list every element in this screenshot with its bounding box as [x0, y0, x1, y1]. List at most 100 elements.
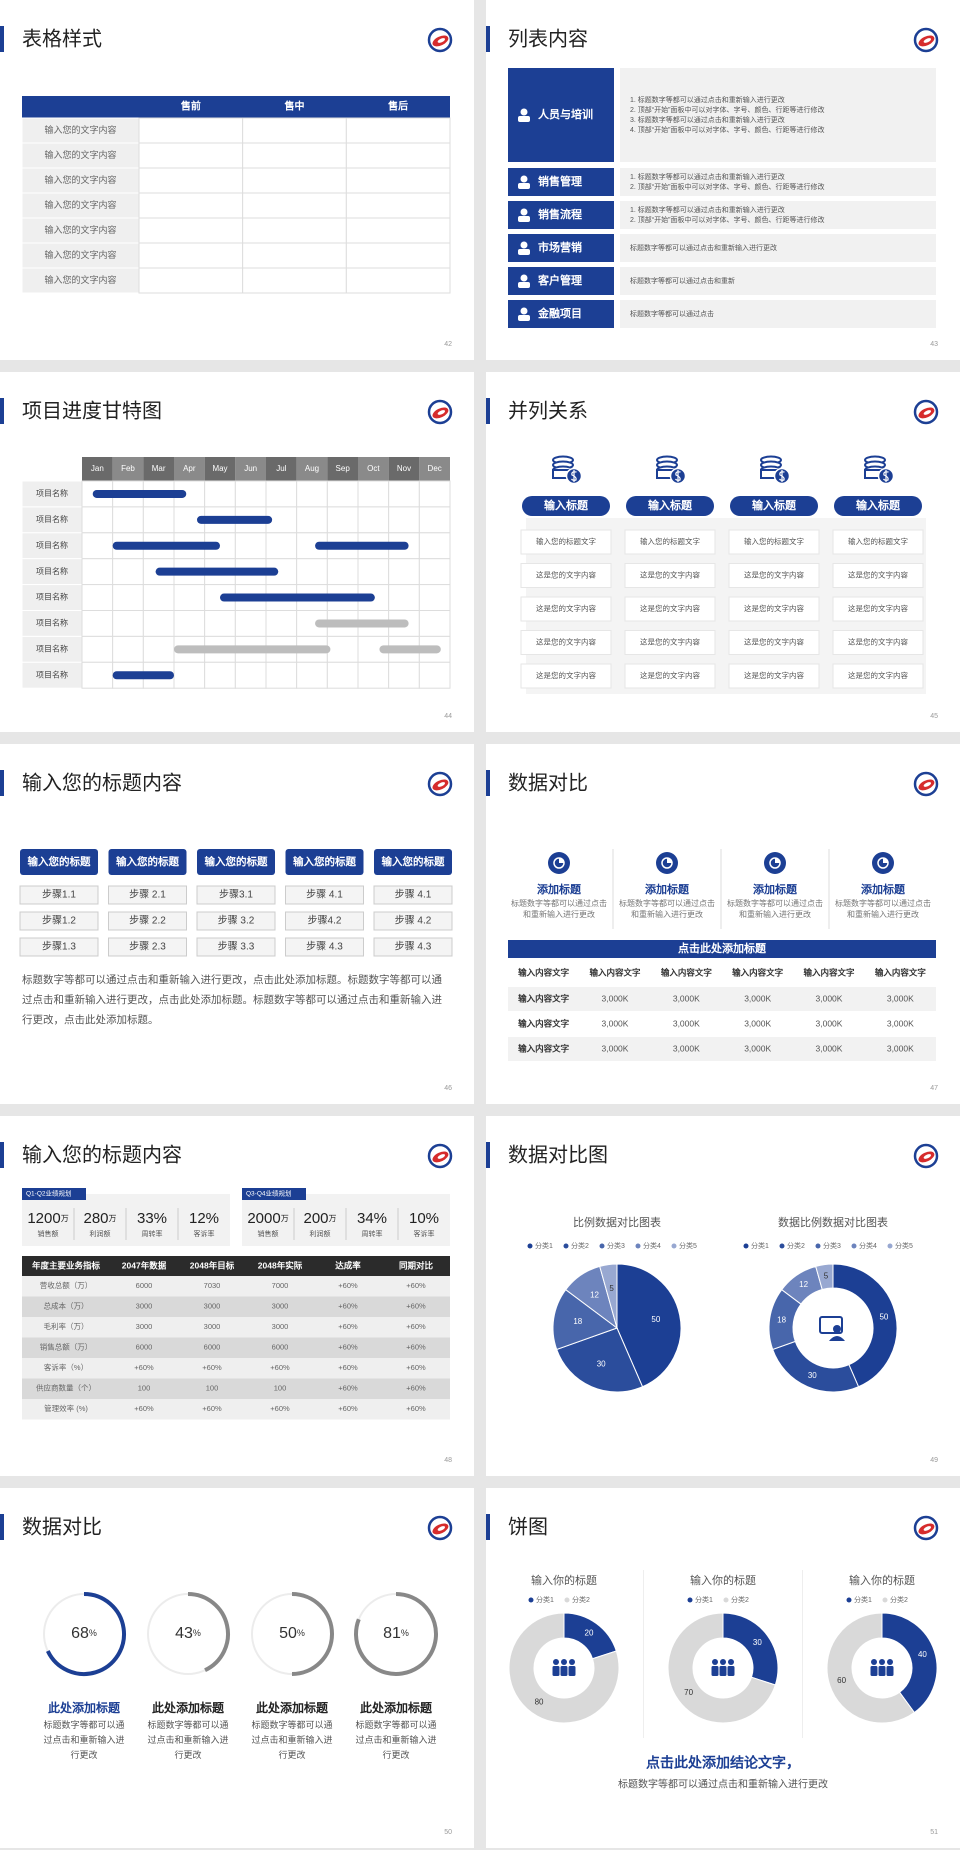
item-line: 4. 顶部“开始”面板中可以对字体、字号、颜色、行距等进行修改	[630, 125, 824, 134]
icon	[667, 858, 672, 863]
pie-slice	[599, 1263, 618, 1329]
grid-cell	[326, 635, 359, 663]
table-cell	[345, 217, 451, 244]
kpi-value: 12%	[189, 1210, 219, 1227]
table-cell: 总成本（万）	[44, 1301, 89, 1311]
kpi-unit: 万	[61, 1214, 69, 1223]
page-number: 44	[444, 713, 452, 720]
item-box	[624, 630, 716, 655]
table-cell: +60%	[338, 1281, 358, 1290]
legend-marker	[851, 1243, 857, 1249]
pie-slice	[556, 1327, 644, 1393]
kpi-number: 1200	[27, 1210, 60, 1227]
icon	[520, 241, 528, 249]
item-text-bg	[620, 267, 936, 295]
grid-cell	[173, 506, 206, 534]
column-header: 输入您的标题	[28, 855, 91, 868]
item-text-bg	[620, 168, 936, 196]
row-label: 输入您的文字内容	[44, 199, 116, 210]
slide-title: 项目进度甘特图	[22, 399, 162, 422]
kpi-value: 33%	[137, 1210, 167, 1227]
gantt-bar	[315, 541, 409, 550]
grid-cell	[388, 558, 420, 586]
icon	[871, 1659, 877, 1665]
icon	[727, 1666, 735, 1676]
item-box	[728, 630, 820, 655]
legend-label: 分类5	[895, 1241, 913, 1250]
grid-cell	[265, 480, 298, 508]
table-cell: +60%	[406, 1302, 426, 1311]
month-header	[296, 457, 328, 481]
row-label: 输入您的文字内容	[44, 174, 116, 185]
icon	[569, 1659, 575, 1665]
group-tag	[22, 1188, 86, 1200]
legend-marker	[671, 1243, 677, 1249]
month-label: Feb	[121, 464, 135, 473]
table-cell: 3,000K	[673, 993, 700, 1003]
gauge-value: 43	[175, 1625, 193, 1642]
table-cell: 3,000K	[887, 1043, 914, 1053]
legend-label: 分类1	[695, 1595, 713, 1604]
row-label-cell	[21, 242, 140, 269]
kpi-unit: 万	[281, 1214, 289, 1223]
column-header: 输入您的标题	[205, 855, 268, 868]
grid-cell	[357, 558, 390, 586]
title-bar	[486, 1514, 490, 1540]
title-bar	[486, 770, 490, 796]
kpi-unit: 万	[109, 1214, 117, 1223]
group-label: Q3-Q4业绩规划	[246, 1189, 292, 1198]
grid-cell	[142, 635, 175, 663]
gauge-unit: %	[297, 1628, 305, 1638]
grid-cell	[418, 558, 451, 586]
step-box	[19, 911, 99, 931]
legend-label: 分类2	[731, 1595, 749, 1604]
pie-slice	[616, 1263, 682, 1388]
grid-cell	[112, 584, 144, 612]
legend-label: 分类3	[607, 1241, 625, 1250]
grid-cell	[112, 610, 144, 637]
item-line: 2. 顶部“开始”面板中可以对字体、字号、颜色、行距等进行修改	[630, 105, 824, 114]
data-label: 50	[651, 1315, 660, 1324]
month-header	[143, 457, 174, 481]
column-header: 输入标题	[856, 498, 901, 512]
row-label: 项目名称	[36, 514, 68, 524]
grid-cell	[357, 661, 390, 689]
month-header	[112, 457, 144, 481]
icon	[553, 1659, 559, 1665]
item-box	[624, 663, 716, 689]
table-cell: +60%	[406, 1343, 426, 1352]
item-box	[520, 596, 612, 622]
grid-cell	[204, 661, 236, 689]
month-header	[388, 457, 420, 481]
gauge-value: 50	[279, 1625, 297, 1642]
icon	[520, 307, 528, 315]
icon	[775, 858, 780, 863]
item-box	[520, 529, 612, 555]
conclusion-text: 标题数字等都可以通过点击和重新输入进行更改	[618, 1778, 828, 1791]
item-line: 2. 顶部“开始”面板中可以对字体、字号、颜色、行距等进行修改	[630, 182, 824, 191]
column-header: 输入内容文字	[875, 967, 927, 977]
legend-label: 分类5	[679, 1241, 697, 1250]
title-bar	[486, 26, 490, 52]
slide: 项目进度甘特图 44 Jan Feb Mar Apr May Jun Jul Aug Sep Oct N…	[0, 372, 474, 732]
item-text: 输入您的标题文字	[640, 536, 700, 546]
step-box	[19, 885, 99, 905]
table-cell: 3000	[272, 1302, 289, 1311]
title-bar	[0, 26, 4, 52]
item-text: 这是您的文字内容	[640, 670, 700, 680]
item-line: 标题数字等都可以通过点击	[630, 309, 714, 318]
table-cell: +60%	[134, 1363, 154, 1372]
column-header: 2048年实际	[258, 1260, 303, 1270]
step-box	[108, 937, 187, 957]
month-label: Nov	[397, 464, 411, 473]
feature-title: 添加标题	[861, 882, 906, 896]
month-label: Dec	[428, 464, 442, 473]
grid-cell	[326, 480, 359, 508]
item-label: 客户管理	[537, 273, 582, 287]
step-label: 步骤4.2	[308, 915, 342, 927]
step-label: 步骤 2.2	[129, 915, 166, 927]
table-cell	[242, 267, 347, 294]
grid-cell	[173, 610, 206, 637]
